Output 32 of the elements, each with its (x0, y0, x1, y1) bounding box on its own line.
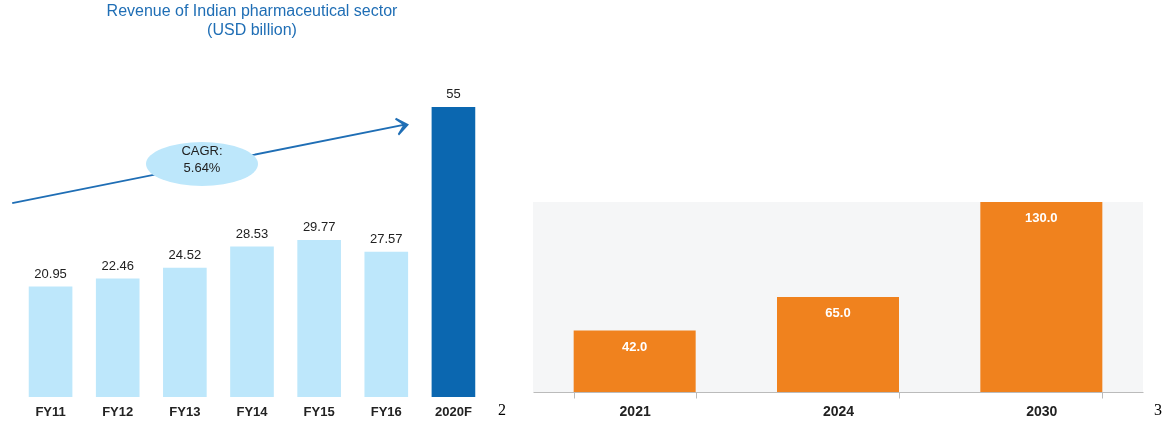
x-tick-label: 2020F (434, 403, 472, 419)
data-label: 24.52 (168, 246, 202, 262)
data-label: 130.0 (1025, 210, 1058, 225)
x-tick-label: FY16 (370, 403, 402, 419)
data-label: 65.0 (825, 305, 851, 320)
text: 3 (1154, 401, 1162, 419)
bar (163, 267, 207, 397)
bar (431, 107, 476, 397)
data-label: 28.53 (235, 225, 269, 241)
x-tick-label: 2021 (619, 402, 651, 419)
x-tick-label: 2024 (822, 402, 855, 419)
bar (297, 240, 341, 397)
x-tick-label: FY11 (35, 403, 66, 419)
text: 2 (498, 401, 506, 419)
bar (28, 286, 73, 397)
x-tick-label: FY12 (102, 403, 134, 419)
data-label: 42.0 (622, 338, 648, 354)
data-label: 22.46 (101, 257, 134, 273)
bar (230, 246, 274, 397)
bar (364, 251, 409, 397)
x-tick-label: FY13 (169, 403, 201, 419)
x-tick-label: 2030 (1026, 402, 1058, 419)
data-label: 20.95 (34, 265, 67, 281)
chart-title: Revenue of Indian pharmaceutical sector (106, 2, 399, 19)
x-tick-label: FY15 (303, 403, 335, 419)
x-tick-label: FY14 (236, 403, 269, 419)
annotation: CAGR: 5.64% (181, 143, 223, 175)
data-label: 27.57 (370, 230, 403, 246)
chart-subtitle: (USD billion) (207, 21, 297, 38)
data-label: 55 (446, 86, 461, 101)
data-label: 29.77 (302, 219, 336, 235)
bar (95, 278, 140, 397)
